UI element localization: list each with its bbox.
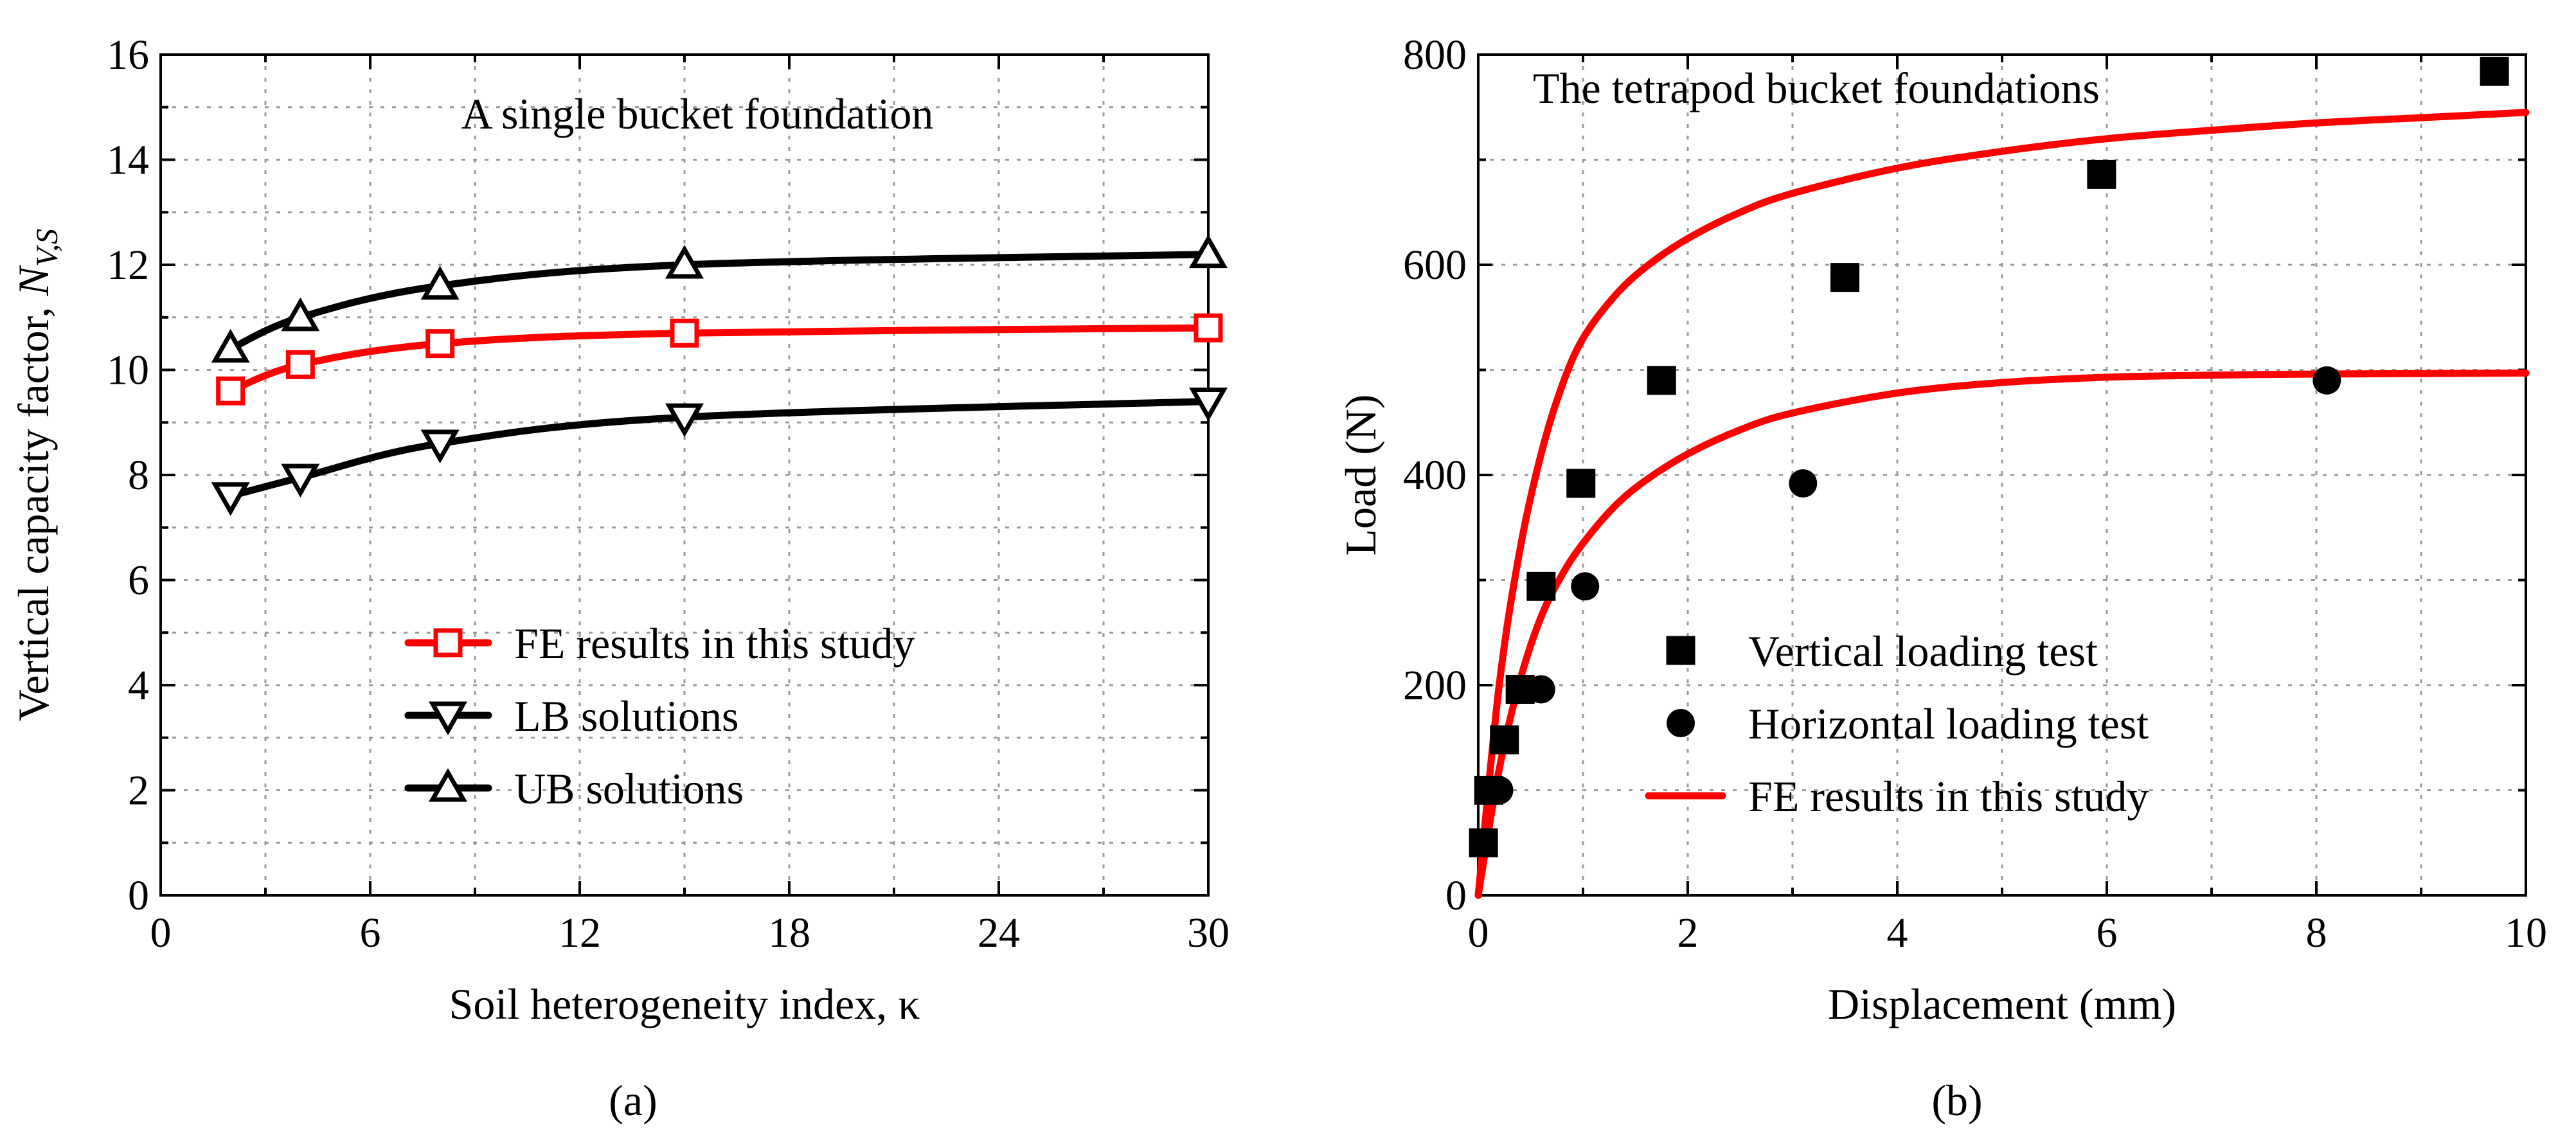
legend-label: Horizontal loading test	[1748, 699, 2149, 748]
panel-a-x-axis-title: Soil heterogeneity index, κ	[449, 980, 920, 1028]
panel-a-data-point	[1194, 313, 1223, 343]
legend-marker	[433, 628, 463, 658]
panel-b-ticks: 0 2 4 6 8 10 0 200 400 600 800	[1403, 31, 2547, 956]
legend-label: UB solutions	[514, 764, 744, 813]
legend-marker	[428, 701, 468, 736]
panel-b: 0 2 4 6 8 10 0 200 400 600 800 The tetrapod bucket…	[1336, 31, 2547, 1125]
panel-b-data-point	[1490, 725, 1519, 755]
legend-marker	[1667, 709, 1695, 737]
panel-a-x-tick-label: 30	[1187, 909, 1230, 956]
panel-b-series	[1469, 57, 2530, 899]
panel-b-data-point	[1647, 366, 1676, 395]
legend-label: Vertical loading test	[1748, 627, 2098, 676]
panel-a-label: (a)	[609, 1076, 657, 1125]
panel-b-y-tick-label: 800	[1403, 31, 1467, 78]
panel-b-x-tick-label: 10	[2505, 909, 2547, 956]
panel-a-data-point	[216, 376, 246, 406]
panel-a-y-axis-title-prefix: Vertical capacity factor,	[9, 296, 58, 721]
panel-a-y-tick-label: 6	[128, 557, 149, 604]
panel-b-y-tick-label: 600	[1403, 242, 1467, 289]
panel-b-x-axis-title: Displacement (mm)	[1828, 980, 2176, 1028]
panel-a-y-axis-title-symbol: N	[9, 264, 58, 296]
panel-a-data-point	[670, 318, 699, 348]
panel-a-data-point	[281, 297, 320, 332]
panel-a-x-tick-label: 0	[150, 909, 172, 956]
panel-a-y-tick-label: 4	[128, 662, 149, 709]
legend-marker	[1666, 636, 1695, 665]
panel-b-data-point	[1526, 675, 1555, 704]
panel-a-x-tick-label: 18	[768, 909, 810, 956]
panel-b-title: The tetrapod bucket foundations	[1533, 64, 2100, 112]
panel-a-x-tick-label: 6	[360, 909, 381, 956]
panel-a-data-point	[211, 328, 250, 363]
panel-b-label: (b)	[1931, 1076, 1982, 1125]
panel-b-legend: Vertical loading test Horizontal loading …	[1645, 627, 2149, 821]
legend-marker	[428, 767, 468, 802]
legend-label: FE results in this study	[1748, 772, 2149, 821]
panel-a-data-point	[285, 350, 315, 379]
panel-a-x-tick-label: 24	[978, 909, 1020, 956]
panel-b-x-tick-label: 6	[2097, 909, 2118, 956]
panel-a-y-tick-label: 0	[128, 872, 149, 919]
panel-b-data-point	[1789, 469, 1818, 498]
panel-a-legend: FE results in this study LB solutions UB s…	[404, 619, 915, 813]
legend-label: LB solutions	[514, 692, 739, 740]
panel-a-data-point	[425, 329, 455, 359]
panel-b-x-tick-label: 2	[1677, 909, 1699, 956]
panel-a-data-point	[1188, 234, 1228, 269]
panel-a-series-line-0	[227, 324, 1212, 395]
panel-b-grid	[1478, 55, 2526, 895]
panel-b-fe-curve-0	[1474, 109, 2530, 899]
panel-b-y-tick-label: 200	[1403, 662, 1467, 709]
panel-a-data-point	[1188, 388, 1228, 422]
panel-a-y-tick-label: 14	[107, 137, 149, 184]
panel-b-x-tick-label: 8	[2306, 909, 2327, 956]
panel-a-y-tick-label: 2	[128, 767, 149, 814]
panel-a-x-tick-label: 12	[559, 909, 601, 956]
panel-b-data-point	[2087, 159, 2116, 189]
panel-a-series-line-1	[227, 398, 1212, 500]
panel-a-series	[211, 234, 1228, 516]
panel-a-data-point	[420, 265, 460, 300]
panel-a-title: A single bucket foundation	[461, 89, 934, 138]
panel-b-x-tick-label: 4	[1887, 909, 1908, 956]
panel-b-y-tick-label: 0	[1445, 872, 1467, 919]
panel-a-y-tick-label: 16	[107, 31, 149, 78]
panel-b-y-tick-label: 400	[1403, 452, 1467, 499]
panel-a-data-point	[665, 244, 704, 279]
panel-a-y-tick-label: 8	[128, 452, 149, 499]
panel-b-data-point	[2312, 366, 2341, 395]
panel-a-data-point	[211, 482, 250, 516]
panel-a-y-axis-title-subscript: V,S	[30, 229, 64, 267]
panel-b-fe-curve-1	[1474, 369, 2530, 899]
panel-a-data-point	[420, 429, 460, 464]
panel-b-data-point	[1830, 263, 1859, 292]
panel-a-y-tick-label: 10	[107, 347, 149, 394]
panel-a-y-tick-label: 12	[107, 242, 149, 289]
panel-b-y-axis-title: Load (N)	[1336, 394, 1385, 555]
panel-a-data-point	[665, 403, 704, 438]
panel-b-data-point	[1571, 572, 1600, 601]
legend-label: FE results in this study	[514, 619, 915, 668]
panel-b-data-point	[1469, 828, 1498, 857]
panel-b-data-point	[2480, 57, 2509, 86]
panel-b-data-point	[1566, 469, 1596, 498]
panel-b-data-point	[1526, 571, 1556, 601]
panel-b-x-tick-label: 0	[1468, 909, 1489, 956]
panel-b-data-point	[1485, 776, 1514, 805]
panel-a-data-point	[281, 463, 320, 498]
panel-a-y-axis-title: Vertical capacity factor, NV,S	[9, 229, 64, 721]
